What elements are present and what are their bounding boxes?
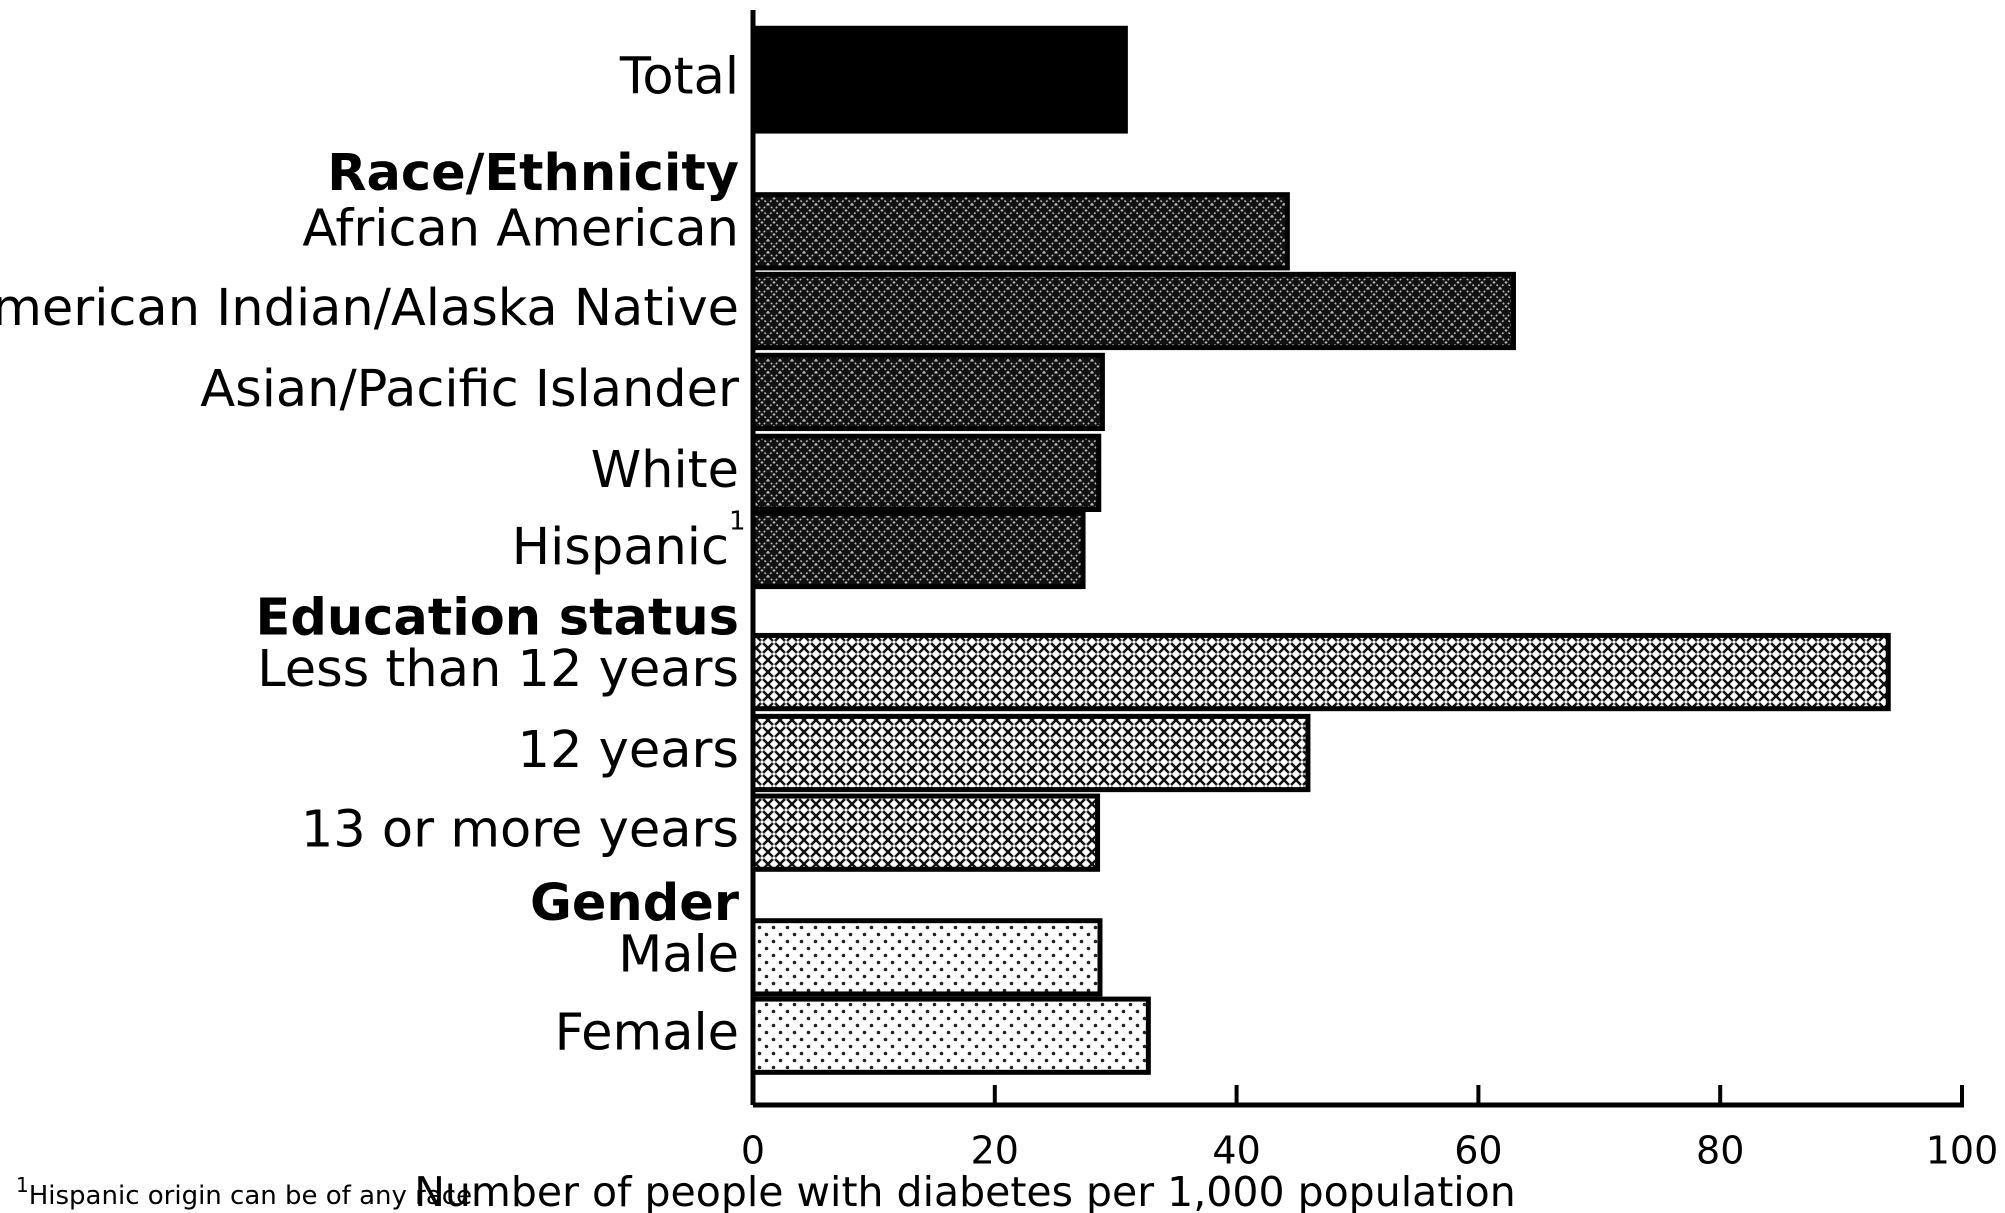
- bar: [750, 192, 1290, 271]
- bar: [750, 510, 1086, 590]
- category-label: Total: [619, 48, 739, 107]
- bar: [750, 793, 1101, 872]
- category-label: Male: [618, 925, 739, 984]
- footnote-text: Hispanic origin can be of any race.: [29, 1181, 481, 1211]
- category-label: Asian/Pacific Islander: [200, 360, 739, 419]
- x-tick-label: 100: [1926, 1129, 1999, 1173]
- category-label: Hispanic: [512, 518, 729, 577]
- category-label: Female: [555, 1004, 739, 1063]
- footnote: 1Hispanic origin can be of any race.: [16, 1173, 480, 1211]
- bar: [750, 433, 1102, 513]
- category-label: American Indian/Alaska Native: [0, 279, 739, 338]
- bar: [750, 25, 1128, 134]
- bar: [750, 271, 1516, 351]
- x-axis-label: Number of people with diabetes per 1,000…: [414, 1168, 1516, 1213]
- bar: [750, 713, 1311, 793]
- bar: [750, 632, 1891, 712]
- bar: [750, 996, 1151, 1075]
- x-tick-label: 0: [741, 1129, 765, 1173]
- category-label: Less than 12 years: [257, 640, 739, 699]
- bar: [750, 352, 1105, 432]
- category-label: 13 or more years: [301, 801, 739, 860]
- footnote-marker: 1: [729, 506, 746, 536]
- x-tick-label: 60: [1454, 1129, 1502, 1173]
- x-tick-label: 40: [1212, 1129, 1260, 1173]
- group-header: Race/Ethnicity: [327, 144, 739, 203]
- bar: [750, 918, 1103, 997]
- x-tick-label: 20: [971, 1129, 1019, 1173]
- x-tick-label: 80: [1696, 1129, 1744, 1173]
- footnote-marker: 1: [16, 1173, 29, 1197]
- category-label: African American: [302, 199, 739, 258]
- category-label: 12 years: [518, 721, 739, 780]
- category-label: White: [591, 441, 739, 500]
- group-header: Gender: [530, 874, 739, 933]
- group-header: Education status: [256, 589, 739, 648]
